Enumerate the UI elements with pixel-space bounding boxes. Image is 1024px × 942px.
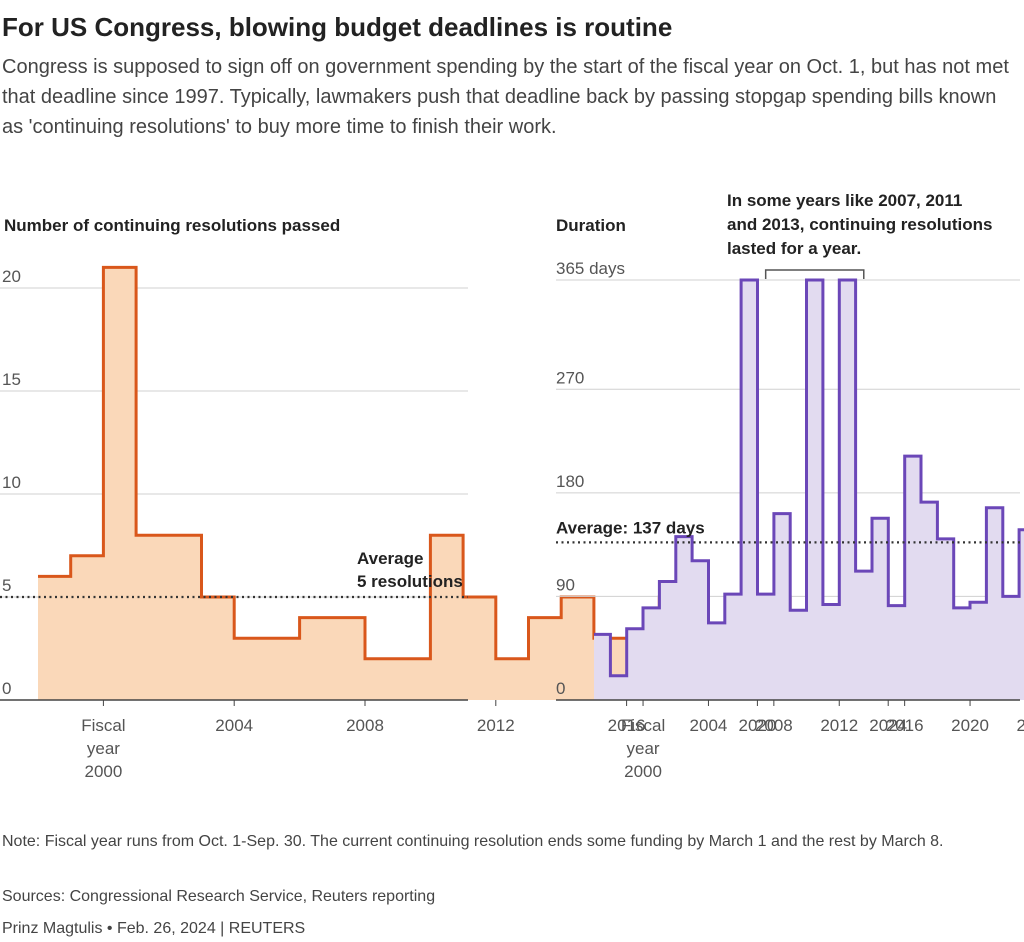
right-x-tick-label: 2016 [886, 716, 924, 735]
left-x-tick-label-line2: year [87, 739, 120, 758]
right-year-2014-bar [872, 518, 888, 700]
left-year-2005-bar [267, 638, 300, 700]
left-average-label-line1: Average [357, 549, 423, 568]
right-y-tick-label: 365 days [556, 259, 625, 278]
right-x-tick-label: 2004 [690, 716, 728, 735]
left-year-2001-bar [136, 535, 169, 700]
left-x-tick-label: 2004 [215, 716, 253, 735]
right-y-tick-label: 180 [556, 472, 584, 491]
right-year-2006-bar [741, 280, 757, 700]
left-y-tick-label: 10 [2, 473, 21, 492]
right-year-2015-bar [888, 606, 904, 700]
left-year-2009-bar [398, 659, 431, 700]
left-y-tick-label: 5 [2, 576, 11, 595]
right-y-tick-label: 270 [556, 368, 584, 387]
left-year-2006-bar [300, 618, 333, 700]
right-year-2005-bar [725, 594, 741, 700]
charts-canvas: Number of continuing resolutions passed 0… [0, 191, 1024, 781]
left-chart-title: Number of continuing resolutions passed [4, 216, 340, 235]
right-annotation-text: In some years like 2007, 2011 [727, 191, 962, 210]
left-x-tick-label-line3: 2000 [84, 762, 122, 781]
right-chart-title: Duration [556, 216, 626, 235]
left-x-tick-label: 2024 [869, 716, 907, 735]
right-year-2013-bar [856, 571, 872, 700]
right-year-2004-bar [708, 623, 724, 700]
right-year-2012-bar [839, 280, 855, 700]
credit-line: Prinz Magtulis • Feb. 26, 2024 | REUTERS [2, 920, 306, 937]
right-annotation-text: and 2013, continuing resolutions [727, 215, 992, 234]
sources: Sources: Congressional Research Service,… [2, 888, 436, 905]
left-year-2003-bar [202, 597, 235, 700]
left-year-2000-bar [103, 267, 136, 700]
left-y-tick-label: 20 [2, 267, 21, 286]
left-y-tick-label: 0 [2, 679, 11, 698]
right-year-2003-bar [692, 561, 708, 700]
right-year-2023-bar [1019, 530, 1024, 700]
right-year-2010-bar [807, 280, 823, 700]
footnote: Note: Fiscal year runs from Oct. 1-Sep. … [2, 833, 944, 850]
right-year-2019-bar [954, 608, 970, 700]
right-year-1997-bar [594, 634, 610, 700]
right-x-tick-label: 2024 [1017, 716, 1024, 735]
right-average-label: Average: 137 days [556, 518, 705, 537]
right-y-tick-label: 0 [556, 679, 565, 698]
right-year-2000-bar [643, 608, 659, 700]
chart-subtitle: Congress is supposed to sign off on gove… [2, 56, 1009, 138]
left-x-tick-label: 2012 [477, 716, 515, 735]
left-year-2002-bar [169, 535, 202, 700]
left-x-tick-label: 2016 [608, 716, 646, 735]
right-year-2011-bar [823, 604, 839, 700]
right-year-2017-bar [921, 502, 937, 700]
right-year-2009-bar [790, 610, 806, 700]
right-year-2020-bar [970, 602, 986, 700]
right-year-2007-bar [758, 594, 774, 700]
right-x-tick-label: 2008 [755, 716, 793, 735]
right-step-line [594, 278, 1024, 678]
left-y-tick-label: 15 [2, 370, 21, 389]
right-year-2021-bar [986, 508, 1002, 700]
chart-title: For US Congress, blowing budget deadline… [2, 12, 673, 42]
right-year-1999-bar [627, 629, 643, 700]
right-x-tick-label: 2012 [820, 716, 858, 735]
left-year-1998-bar [38, 576, 71, 700]
right-year-2016-bar [905, 456, 921, 700]
left-x-tick-label: 2008 [346, 716, 384, 735]
right-year-2022-bar [1003, 596, 1019, 700]
right-year-2018-bar [937, 539, 953, 700]
right-area-fill [594, 280, 1024, 700]
right-y-tick-label: 90 [556, 575, 575, 594]
left-year-2010-bar [430, 535, 463, 700]
left-year-2012-bar [496, 659, 529, 700]
left-x-tick-label: Fiscal [81, 716, 125, 735]
right-annotation-bracket [764, 269, 865, 279]
right-year-2002-bar [676, 537, 692, 700]
right-x-tick-label-line2: year [627, 739, 660, 758]
left-year-2014-bar [561, 597, 594, 700]
right-year-2001-bar [659, 581, 675, 700]
left-x-tick-label: 2020 [738, 716, 776, 735]
left-year-1999-bar [71, 556, 104, 700]
right-annotation-text: lasted for a year. [727, 239, 861, 258]
right-x-tick-label: Fiscal [621, 716, 665, 735]
right-year-1998-bar [610, 676, 626, 700]
left-year-2011-bar [463, 597, 496, 700]
left-year-2007-bar [332, 618, 365, 700]
right-x-tick-label: 2020 [951, 716, 989, 735]
left-average-label-line2: 5 resolutions [357, 572, 463, 591]
left-year-2004-bar [234, 638, 267, 700]
right-x-tick-label-line3: 2000 [624, 762, 662, 781]
left-year-2008-bar [365, 659, 398, 700]
